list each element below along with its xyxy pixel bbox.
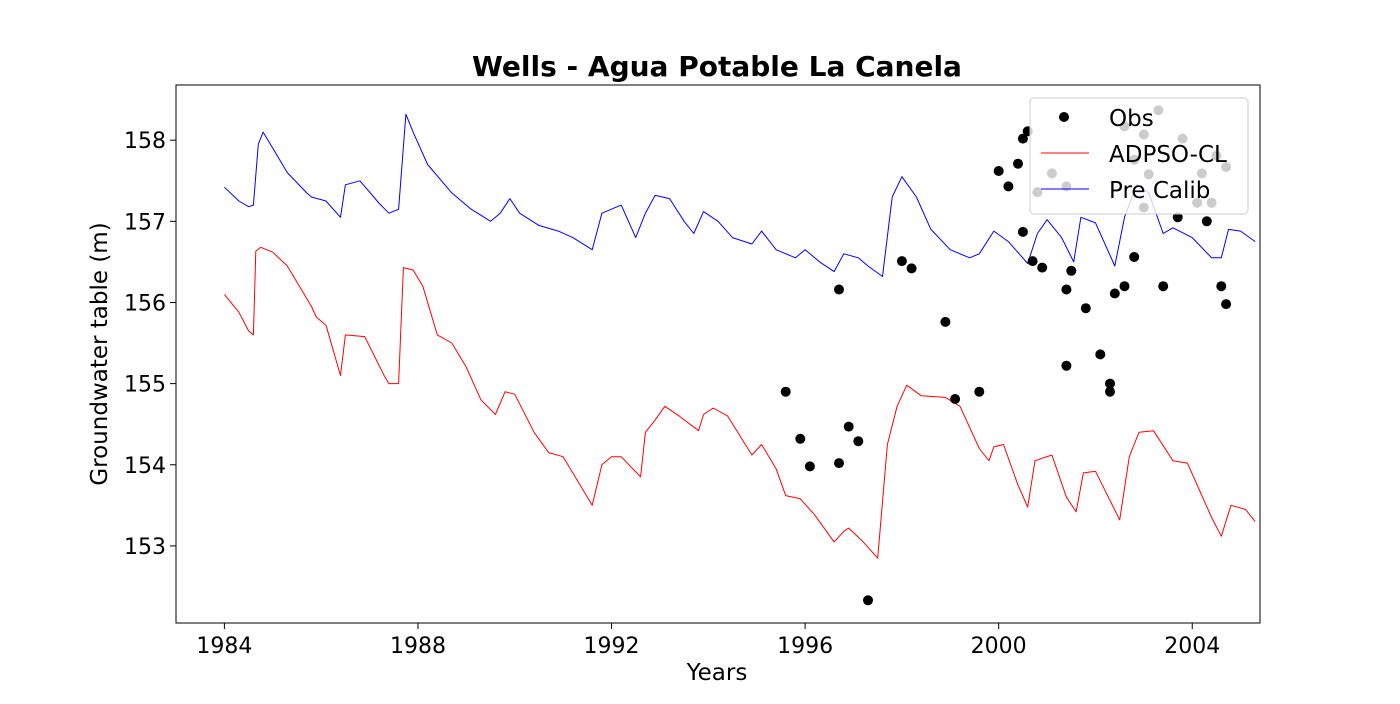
x-tick-label: 1996	[777, 634, 833, 659]
legend-precalib-label: Pre Calib	[1109, 178, 1210, 204]
obs-point	[1013, 158, 1023, 169]
obs-point	[993, 166, 1004, 176]
legend-obs-marker	[1059, 112, 1069, 122]
y-tick-label: 158	[124, 129, 166, 154]
obs-point	[906, 263, 917, 274]
obs-point	[1109, 288, 1120, 299]
obs-point	[853, 436, 864, 447]
obs-point	[1027, 256, 1038, 267]
y-tick-label: 154	[124, 454, 166, 479]
x-tick-label: 2004	[1164, 634, 1220, 659]
obs-point	[1037, 262, 1048, 273]
obs-point	[1129, 252, 1140, 262]
obs-point	[863, 595, 873, 606]
y-tick-label: 156	[124, 291, 166, 316]
obs-point	[896, 256, 907, 267]
obs-point	[1105, 386, 1115, 397]
obs-point	[1066, 265, 1077, 276]
series-line-adpso-cl	[224, 246, 1256, 559]
legend-adpso-label: ADPSO-CL	[1109, 142, 1227, 168]
obs-point	[1061, 284, 1072, 295]
chart-title: Wells - Agua Potable La Canela	[472, 50, 962, 83]
obs-point	[795, 433, 806, 444]
legend-box	[1029, 97, 1249, 215]
obs-point	[1221, 299, 1232, 310]
obs-point	[1080, 303, 1091, 314]
obs-point	[1158, 281, 1169, 292]
x-tick-label: 1992	[584, 634, 640, 659]
obs-point	[1017, 226, 1028, 237]
series-line-pre-calib	[224, 113, 1256, 277]
obs-point	[834, 284, 844, 295]
y-tick-label: 153	[124, 535, 166, 560]
y-axis-label: Groundwater table (m)	[87, 222, 113, 485]
obs-point	[1201, 216, 1212, 227]
obs-point	[1216, 281, 1227, 292]
y-tick-label: 157	[124, 210, 166, 235]
x-axis-label: Years	[686, 660, 748, 686]
obs-point	[1105, 378, 1115, 389]
obs-point	[1095, 349, 1106, 360]
obs-point	[1119, 281, 1130, 292]
legend-obs-label: Obs	[1109, 106, 1154, 132]
obs-point	[1172, 212, 1183, 223]
obs-point	[1061, 360, 1072, 371]
obs-point	[843, 421, 854, 432]
obs-point	[1017, 133, 1028, 144]
x-tick-label: 1984	[196, 634, 252, 659]
obs-point	[950, 394, 961, 404]
obs-point	[974, 386, 985, 397]
plot-frame	[175, 84, 1261, 624]
x-tick-label: 1988	[390, 634, 446, 659]
obs-point	[804, 461, 815, 472]
legend: Obs ADPSO-CL Pre Calib	[1029, 97, 1249, 215]
obs-point	[780, 386, 791, 397]
y-tick-label: 155	[124, 373, 166, 398]
obs-point	[834, 458, 844, 469]
x-tick-label: 2000	[971, 634, 1027, 659]
ticks-layer: 1984 1988 1992 1996 2000 2004 153 154 155 156 157 1…	[124, 129, 1220, 659]
obs-point	[1003, 181, 1014, 192]
obs-point	[940, 316, 951, 327]
